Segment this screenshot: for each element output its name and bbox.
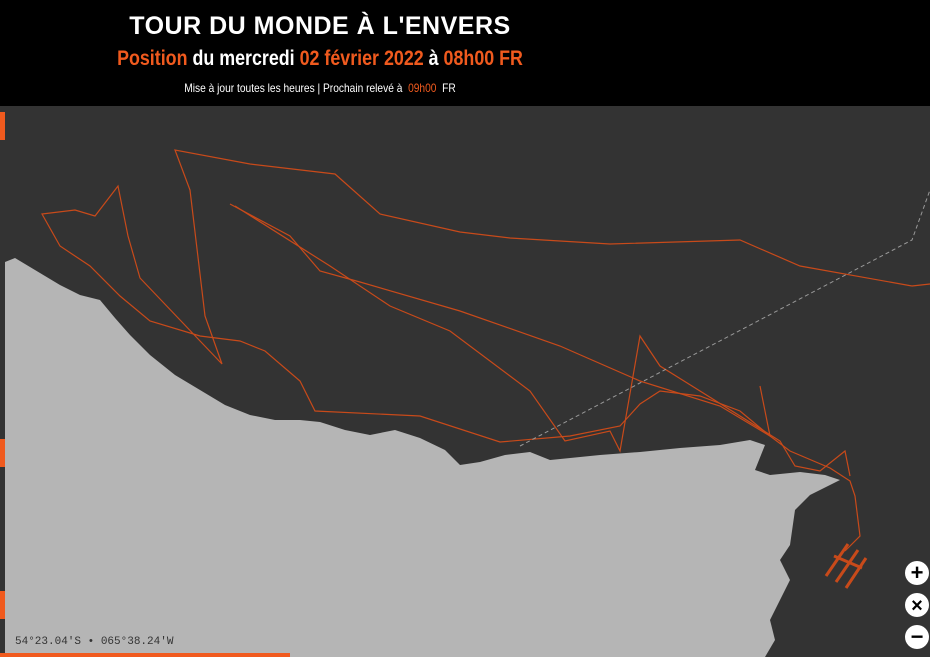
button-bg <box>905 561 929 585</box>
position-label: Position <box>117 47 188 70</box>
update-info: Mise à jour toutes les heures | Prochain… <box>48 81 592 95</box>
zoom-in-label: + <box>911 560 924 585</box>
title: TOUR DU MONDE À L'ENVERS <box>129 12 511 40</box>
reset[interactable]: × <box>905 593 929 617</box>
hull <box>844 557 868 589</box>
at: à <box>428 47 439 70</box>
route-dashed <box>519 189 930 447</box>
button-bg <box>905 625 929 649</box>
track <box>41 149 930 552</box>
edge-mark <box>0 591 5 619</box>
track-line <box>229 203 771 438</box>
hull <box>834 549 860 583</box>
reset-label: × <box>911 595 923 617</box>
zone: FR <box>442 81 456 95</box>
button-bg <box>905 593 929 617</box>
coordinates: 54°23.04'S • 065°38.24'W <box>15 636 174 648</box>
update-text: Mise à jour toutes les heures | Prochain… <box>184 81 403 95</box>
hull <box>824 543 850 577</box>
header: TOUR DU MONDE À L'ENVERS Position du mer… <box>0 0 640 106</box>
track-line <box>234 205 851 477</box>
track-line <box>911 283 930 287</box>
day: du mercredi <box>192 47 295 70</box>
time: 08h00 FR <box>443 47 523 70</box>
date: 02 février 2022 <box>299 47 424 70</box>
zoom-out-label: − <box>911 624 924 649</box>
zoom-out[interactable]: − <box>905 624 929 649</box>
boat <box>824 543 868 589</box>
next-time: 09h00 <box>408 81 437 95</box>
progress <box>0 653 290 657</box>
map[interactable]: 54°23.04'S • 065°38.24'W + × − <box>0 106 930 657</box>
land <box>5 258 840 657</box>
zoom-in[interactable]: + <box>905 560 929 585</box>
subtitle: Position du mercredi 02 février 2022 à 0… <box>48 47 592 71</box>
track-line <box>41 149 913 552</box>
edge-mark <box>0 112 5 140</box>
beam <box>833 554 863 570</box>
edge-mark <box>0 439 5 467</box>
